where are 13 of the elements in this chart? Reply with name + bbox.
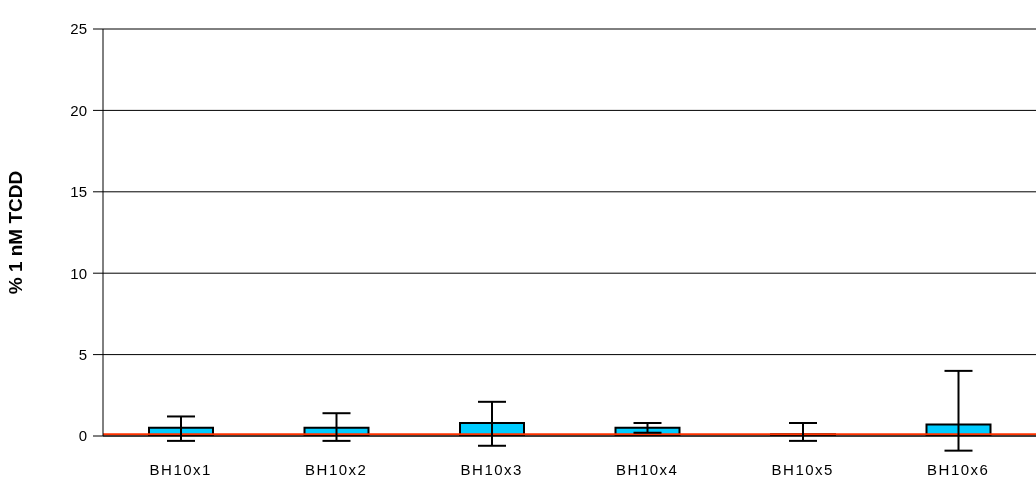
y-tick-label: 10 [70, 264, 87, 282]
y-axis-title: % 1 nM TCDD [4, 170, 26, 295]
y-tick-label: 15 [70, 183, 87, 201]
x-tick-label: BH10x1 [149, 460, 212, 478]
x-tick-label: BH10x6 [927, 460, 990, 478]
y-tick-label: 5 [78, 345, 87, 363]
y-tick-label: 0 [78, 427, 87, 445]
x-tick-label: BH10x4 [616, 460, 679, 478]
y-tick-label: 20 [70, 101, 87, 119]
x-tick-label: BH10x5 [771, 460, 834, 478]
x-tick-label: BH10x2 [305, 460, 368, 478]
x-tick-label: BH10x3 [460, 460, 523, 478]
y-tick-label: 25 [70, 20, 87, 38]
